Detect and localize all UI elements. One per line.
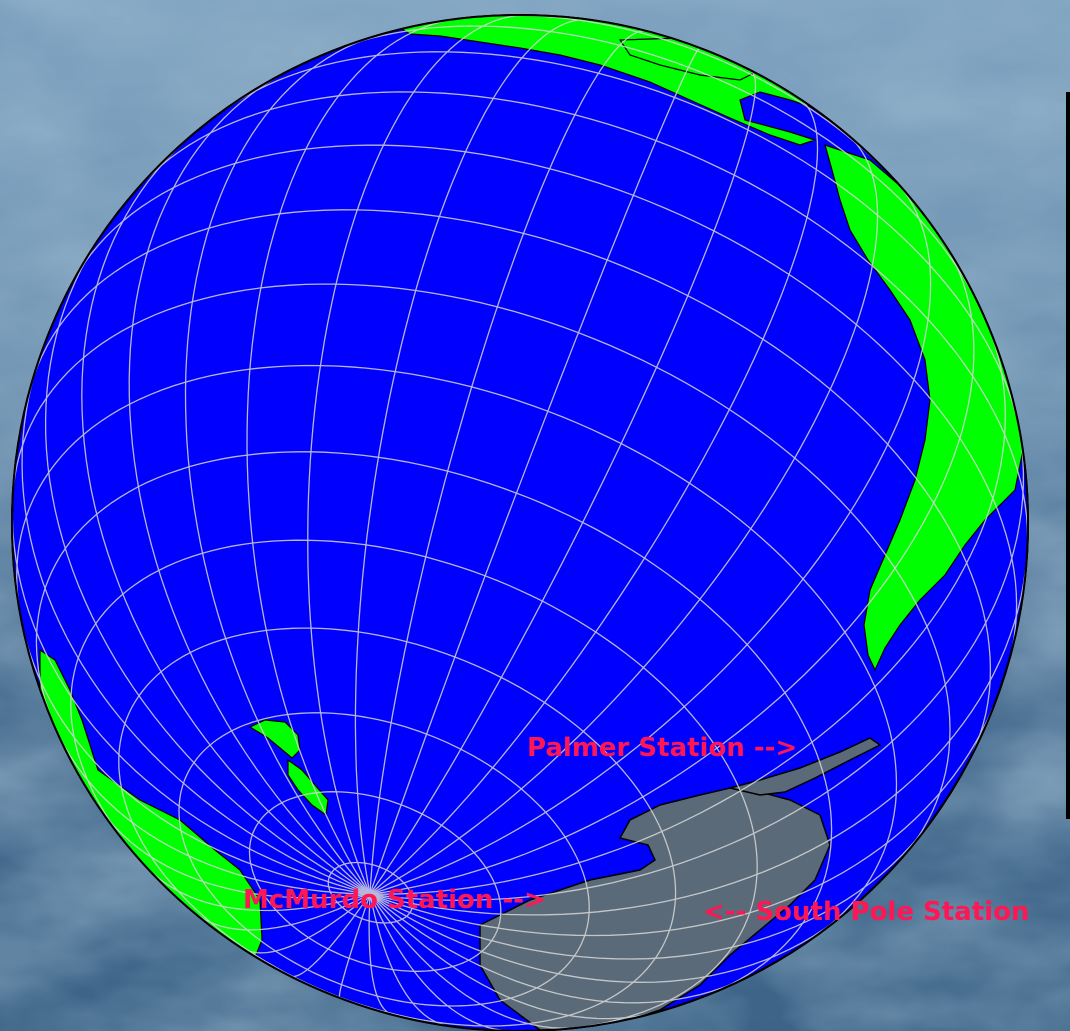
meridian-line [338, 893, 371, 999]
parallel-line [72, 144, 1018, 660]
parallel-line [12, 283, 951, 858]
meridian-line [354, 18, 587, 895]
south-pole-station-label: <-- South Pole Station [703, 897, 1030, 927]
meridian-line [369, 893, 580, 1029]
right-edge-bar [1066, 92, 1070, 819]
meridian-line [81, 141, 371, 895]
meridian-line [369, 893, 653, 1020]
meridian-line [370, 321, 1006, 895]
meridian-line [369, 894, 449, 1027]
meridian-line [307, 15, 524, 895]
meridian-line [146, 866, 371, 912]
meridian-line [369, 555, 1028, 916]
parallel-line [16, 364, 898, 933]
meridian-line [184, 34, 377, 895]
meridian-line [369, 893, 510, 1031]
meridian-line [369, 893, 847, 983]
parallel-line [35, 451, 833, 995]
meridian-line [368, 894, 392, 1016]
mcmurdo-station-label: McMurdo Station --> [243, 885, 546, 915]
meridian-line [369, 47, 701, 895]
globe-outline [11, 14, 1029, 1031]
meridian-line [57, 734, 371, 895]
meridian-line [369, 243, 975, 895]
meridian-line [369, 893, 747, 1004]
meridian-line [369, 98, 819, 895]
palmer-station-label: Palmer Station --> [527, 733, 798, 763]
meridian-line [246, 19, 451, 895]
meridian-line [369, 30, 646, 895]
meridian-line [44, 232, 371, 895]
antarctic-peninsula [729, 737, 882, 796]
graticule-lines [12, 15, 1028, 1031]
meridian-line [100, 810, 371, 899]
meridian-line [369, 135, 879, 895]
meridian-line [369, 70, 757, 895]
meridian-line [196, 893, 371, 931]
meridian-line [12, 504, 371, 895]
meridian-line [369, 689, 1001, 937]
meridian-line [243, 893, 371, 954]
meridian-line [369, 433, 1025, 901]
meridian-line [21, 624, 371, 895]
meridian-line [369, 184, 932, 895]
meridian-line [128, 73, 371, 895]
meridian-line [289, 893, 371, 978]
meridian-line [369, 823, 930, 960]
meridian-line [21, 369, 371, 895]
